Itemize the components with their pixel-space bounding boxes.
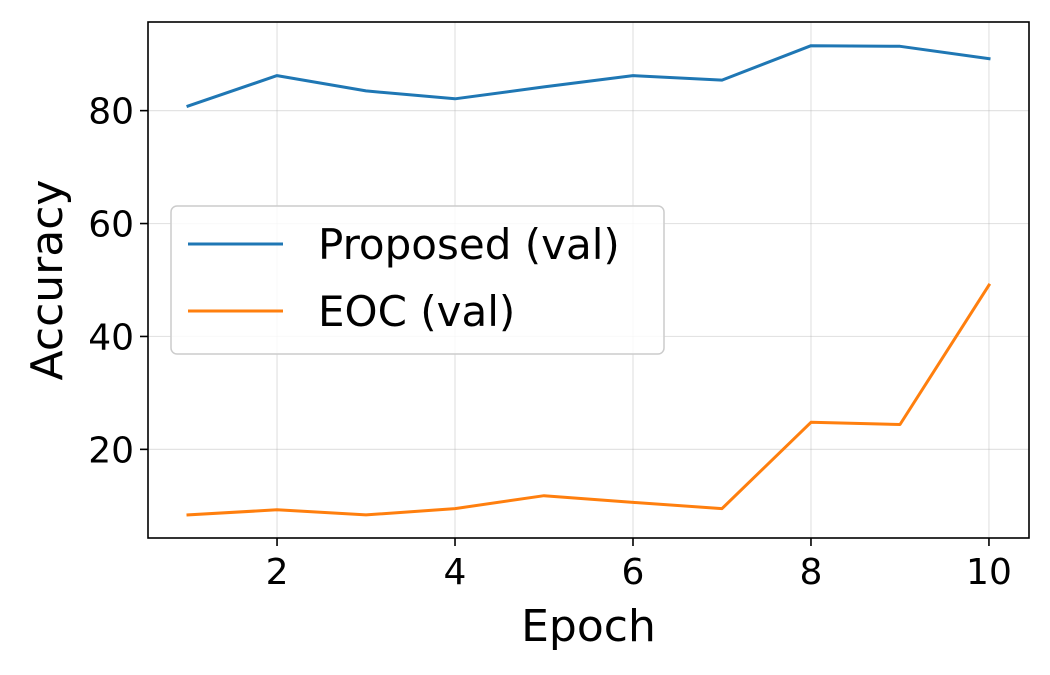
x-axis-label: Epoch: [521, 601, 656, 652]
y-axis-ticks: 20 40 60 80: [88, 92, 148, 471]
y-tick-label: 60: [88, 205, 134, 246]
x-tick-label: 10: [966, 552, 1012, 593]
x-tick-label: 2: [266, 552, 289, 593]
y-tick-label: 40: [88, 317, 134, 358]
y-axis-label: Accuracy: [22, 180, 73, 381]
y-tick-label: 80: [88, 92, 134, 133]
legend-label-eoc: EOC (val): [318, 287, 515, 336]
x-tick-label: 8: [800, 552, 823, 593]
x-tick-label: 6: [622, 552, 645, 593]
legend-label-proposed: Proposed (val): [318, 220, 620, 269]
series-lines: [186, 44, 992, 517]
x-tick-label: 4: [444, 552, 467, 593]
y-tick-label: 20: [88, 430, 134, 471]
legend: Proposed (val) EOC (val): [170, 205, 665, 355]
x-axis-ticks: 2 4 6 8 10: [266, 538, 1012, 593]
series-line-eoc: [186, 283, 992, 517]
plot-area-frame: [147, 21, 1030, 539]
legend-box: [170, 205, 665, 355]
series-line-proposed: [186, 44, 991, 109]
